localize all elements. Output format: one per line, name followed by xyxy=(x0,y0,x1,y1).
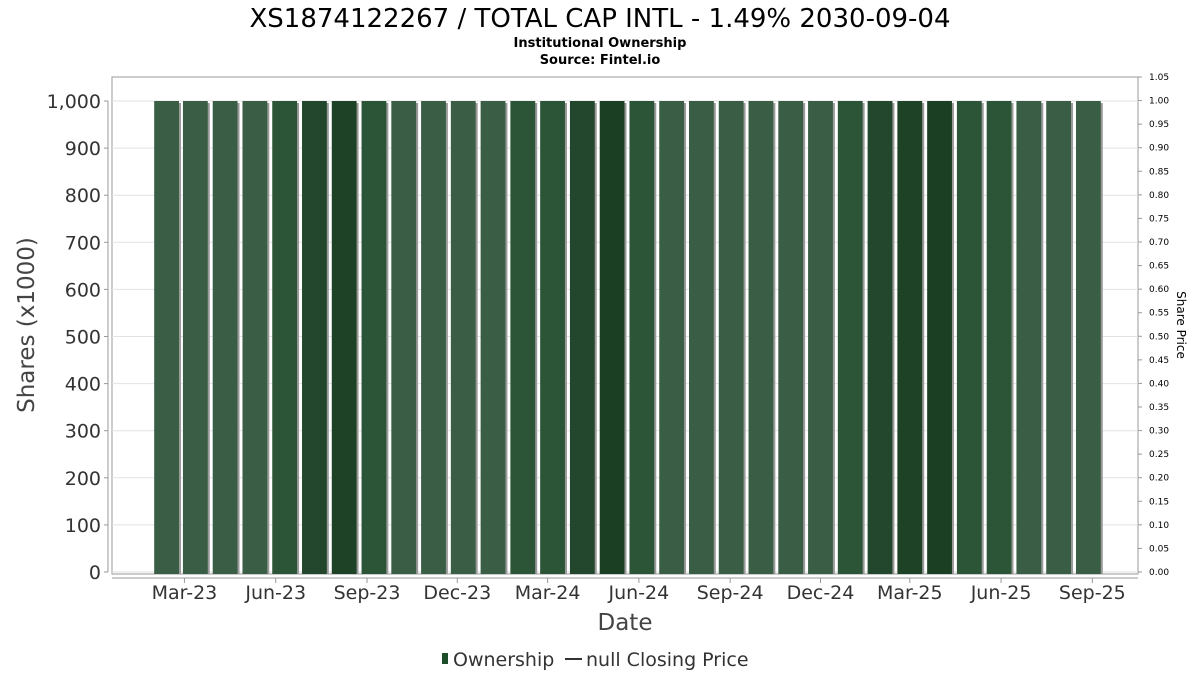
y-axis-label: Shares (x1000) xyxy=(14,237,40,413)
x-tick-label: Sep-25 xyxy=(1059,582,1126,604)
y-tick-label: 700 xyxy=(65,232,101,254)
y2-tick-label: 0.65 xyxy=(1149,262,1169,272)
y2-tick-label: 0.20 xyxy=(1149,474,1169,484)
y-tick-label: 400 xyxy=(65,374,101,396)
y2-axis: 0.00 0.05 0.10 0.15 0.20 0.25 0.30 0.35 0.40 0.45… xyxy=(1138,73,1169,578)
x-tick-label: Dec-24 xyxy=(787,582,855,604)
ownership-bar xyxy=(897,101,923,574)
y2-tick-label: 0.90 xyxy=(1149,144,1169,154)
x-tick-label: Jun-24 xyxy=(608,582,670,604)
y2-tick-label: 0.75 xyxy=(1149,214,1169,224)
ownership-bar xyxy=(421,101,446,574)
chart-title: XS1874122267 / TOTAL CAP INTL - 1.49% 20… xyxy=(249,4,950,34)
y-tick-label: 300 xyxy=(65,421,101,443)
ownership-bar xyxy=(718,101,744,574)
chart-subtitle-1: Institutional Ownership xyxy=(514,36,687,51)
y-tick-label: 0 xyxy=(89,562,101,584)
ownership-bar xyxy=(450,101,476,574)
ownership-bars xyxy=(154,101,1103,574)
ownership-bar xyxy=(927,101,952,574)
ownership-bar xyxy=(540,101,565,574)
y2-tick-label: 0.85 xyxy=(1149,167,1169,177)
y2-tick-label: 0.00 xyxy=(1149,568,1169,578)
ownership-bar xyxy=(778,101,804,574)
y-tick-label: 200 xyxy=(65,468,101,490)
y2-tick-label: 0.80 xyxy=(1149,191,1169,201)
x-tick-label: Mar-23 xyxy=(152,582,218,604)
ownership-bar xyxy=(748,101,774,574)
x-tick-label: Mar-24 xyxy=(515,582,581,604)
y2-tick-label: 0.05 xyxy=(1149,544,1169,554)
y2-tick-label: 0.35 xyxy=(1149,403,1169,413)
ownership-bar xyxy=(599,101,625,574)
ownership-bar xyxy=(689,101,714,574)
legend-closing-price-label: null Closing Price xyxy=(586,649,749,671)
x-tick-label: Dec-23 xyxy=(423,582,491,604)
y2-tick-label: 1.05 xyxy=(1149,73,1169,83)
y-tick-label: 500 xyxy=(65,327,101,349)
y-tick-label: 600 xyxy=(65,279,101,301)
ownership-bar xyxy=(629,101,655,574)
y2-tick-label: 0.45 xyxy=(1149,356,1169,366)
y2-tick-label: 0.55 xyxy=(1149,309,1169,319)
x-tick-label: Sep-23 xyxy=(334,582,401,604)
y2-tick-label: 0.50 xyxy=(1149,332,1169,342)
y2-tick-label: 0.25 xyxy=(1149,450,1169,460)
x-axis-label: Date xyxy=(598,610,653,636)
ownership-bar xyxy=(154,101,179,574)
y2-tick-label: 1.00 xyxy=(1149,97,1169,107)
y2-tick-label: 0.30 xyxy=(1149,427,1169,437)
y2-tick-label: 0.40 xyxy=(1149,379,1169,389)
x-tick-label: Jun-25 xyxy=(970,582,1032,604)
ownership-bar xyxy=(986,101,1012,574)
ownership-bar xyxy=(956,101,982,574)
ownership-bar xyxy=(272,101,298,574)
x-tick-label: Mar-25 xyxy=(877,582,943,604)
ownership-bar xyxy=(182,101,208,574)
ownership-bar xyxy=(1075,101,1101,574)
x-tick-label: Sep-24 xyxy=(697,582,764,604)
ownership-bar xyxy=(867,101,893,574)
y-tick-label: 1,000 xyxy=(47,91,101,113)
ownership-bar xyxy=(569,101,595,574)
y2-tick-label: 0.60 xyxy=(1149,285,1169,295)
ownership-bar xyxy=(331,101,357,574)
y2-tick-label: 0.15 xyxy=(1149,497,1169,507)
ownership-bar xyxy=(808,101,833,574)
ownership-bar xyxy=(361,101,387,574)
legend: Ownership null Closing Price xyxy=(442,649,749,671)
y2-tick-label: 0.70 xyxy=(1149,238,1169,248)
y2-tick-label: 0.95 xyxy=(1149,120,1169,130)
ownership-bar xyxy=(1016,101,1042,574)
y-tick-label: 900 xyxy=(65,138,101,160)
y-tick-label: 800 xyxy=(65,185,101,207)
chart-subtitle-2: Source: Fintel.io xyxy=(540,53,661,68)
y-tick-label: 100 xyxy=(65,515,101,537)
y2-tick-label: 0.10 xyxy=(1149,521,1169,531)
ownership-bar xyxy=(391,101,417,574)
y-axis: 0 100 200 300 400 500 600 700 800 900 1,000 xyxy=(47,91,109,584)
ownership-bar xyxy=(302,101,327,574)
y2-axis-label: Share Price xyxy=(1174,291,1188,359)
ownership-bar xyxy=(242,101,268,574)
ownership-bar xyxy=(837,101,863,574)
legend-ownership-label: Ownership xyxy=(453,649,554,671)
ownership-bar xyxy=(510,101,536,574)
legend-ownership-swatch xyxy=(442,653,448,664)
x-axis: Mar-23 Jun-23 Sep-23 Dec-23 Mar-24 Jun-24 Sep-… xyxy=(112,577,1138,604)
ownership-bar xyxy=(212,101,238,574)
ownership-bar xyxy=(1046,101,1072,574)
x-tick-label: Jun-23 xyxy=(244,582,306,604)
ownership-bar xyxy=(659,101,685,574)
ownership-bar xyxy=(480,101,506,574)
